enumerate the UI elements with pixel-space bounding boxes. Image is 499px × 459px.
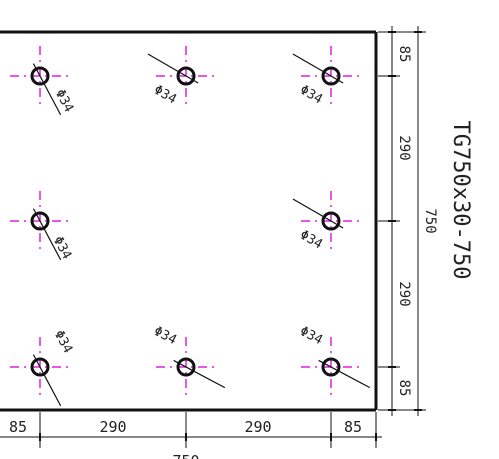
hole-top-left-circle (30, 66, 50, 86)
hole-mid-right-leader (292, 198, 344, 229)
hole-top-left: Φ34 (10, 46, 76, 116)
right-dim-label-1: 85 (396, 46, 412, 63)
bottom-dim-total-label: 750 (172, 452, 199, 459)
hole-top-left-leader (32, 63, 62, 116)
hole-top-center-label: Φ34 (151, 83, 179, 108)
hole-top-center-leader (147, 53, 199, 84)
right-dim-label-3: 290 (396, 281, 412, 306)
hole-top-right-leader (292, 53, 344, 84)
hole-bottom-right-label: Φ34 (297, 324, 325, 348)
hole-bottom-right-leader (318, 359, 371, 389)
hole-bottom-right-circle (321, 357, 341, 377)
hole-bottom-center: Φ34 (151, 324, 226, 397)
bottom-dim-label-2: 290 (99, 418, 126, 436)
bottom-dim-label-1: 85 (9, 418, 27, 436)
hole-bottom-left: Φ34 (10, 328, 75, 407)
hole-bottom-center-label: Φ34 (151, 324, 179, 348)
bottom-dimension-chain (0, 412, 382, 448)
hole-mid-left-label: Φ34 (50, 234, 74, 262)
hole-top-right-circle (321, 66, 341, 86)
hole-mid-left-circle (30, 211, 50, 231)
holes-layer: Φ34 Φ34 Φ34 Φ34 Φ34 Φ34 Φ34 Φ34 (10, 46, 371, 407)
hole-mid-left: Φ34 (10, 191, 74, 262)
right-dimension-labels: 85 290 290 85 750 (396, 46, 438, 397)
hole-bottom-left-circle (30, 357, 50, 377)
hole-bottom-left-label: Φ34 (51, 328, 75, 356)
right-dim-total-label: 750 (422, 208, 438, 233)
hole-mid-right: Φ34 (292, 191, 361, 253)
bottom-dimension-labels: 85 290 290 85 750 (9, 418, 362, 459)
hole-bottom-right: Φ34 (297, 324, 371, 397)
hole-mid-left-leader (32, 208, 62, 261)
plate-label: TG750x30-750 (448, 121, 473, 280)
hole-bottom-center-circle (176, 357, 196, 377)
hole-mid-right-circle (321, 211, 341, 231)
right-dimension-chain (378, 26, 426, 416)
hole-top-right: Φ34 (292, 46, 361, 108)
hole-top-center: Φ34 (147, 46, 216, 108)
right-dim-label-4: 85 (396, 380, 412, 397)
hole-top-left-label: Φ34 (52, 87, 76, 115)
hole-top-right-label: Φ34 (297, 83, 325, 108)
plate-outline (0, 30, 378, 412)
hole-bottom-center-leader (173, 359, 226, 389)
hole-bottom-left-leader (32, 354, 62, 407)
hole-top-center-circle (176, 66, 196, 86)
bottom-dim-label-3: 290 (244, 418, 271, 436)
right-dim-label-2: 290 (396, 135, 412, 160)
bottom-dim-label-4: 85 (344, 418, 362, 436)
hole-mid-right-label: Φ34 (297, 228, 325, 253)
